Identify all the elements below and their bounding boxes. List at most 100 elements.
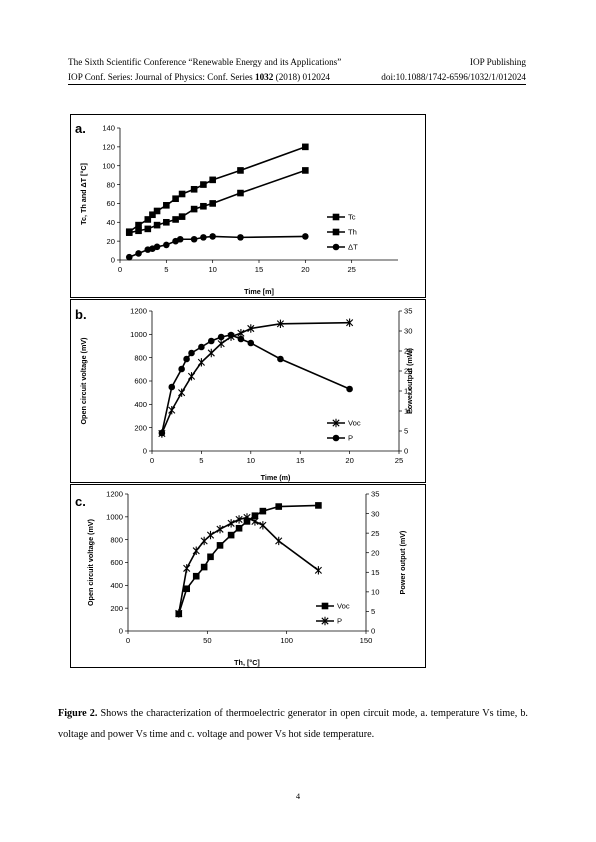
legend-marker [321,616,329,626]
header-rule [68,84,526,85]
data-point [247,339,255,347]
data-point [178,213,186,220]
y-tick-label: 60 [107,199,115,208]
data-point [163,218,170,226]
y2-tick-label: 20 [404,367,412,376]
data-point [302,143,309,151]
panel-a-frame: a. 0 20 40 60 80 100 120 140 0 5 10 15 20 25 Time [m] Tc… [70,114,426,298]
data-point [153,207,161,215]
data-point [243,513,251,522]
y-tick-label: 400 [110,581,123,590]
data-point [135,250,142,257]
data-point [277,355,284,363]
data-point [190,205,198,213]
y2-tick-label: 10 [371,588,379,597]
data-point [178,365,185,373]
temperature-chart: a. 0 20 40 60 80 100 120 140 0 5 10 15 20 25 Time [m] Tc… [75,121,398,296]
data-point [237,234,244,241]
y2-axis-title: Power output (mW) [405,347,414,413]
legend-marker [332,434,340,442]
x-tick-label: 5 [164,265,168,274]
data-point [259,507,267,515]
x-tick-label: 0 [126,636,130,645]
data-point [163,241,170,249]
conference-title: The Sixth Scientific Conference “Renewab… [68,57,342,67]
y-tick-label: 20 [107,237,115,246]
x-tick-label: 25 [347,265,355,274]
series-line [161,321,350,434]
data-point [200,202,207,210]
y2-axis-title: Power output (mV) [398,530,407,594]
data-point [207,348,215,358]
series-suffix: (2018) 012024 [273,72,331,82]
panel-label: a. [75,121,86,136]
x-tick-label: 10 [208,265,216,274]
data-point [168,383,176,391]
data-point [235,524,243,532]
data-point [153,243,161,251]
data-point [190,185,198,193]
data-point [135,227,142,235]
x-tick-label: 20 [345,456,353,465]
data-point [209,200,216,207]
x-tick-label: 5 [199,456,203,465]
legend-marker [332,213,340,221]
data-point [251,512,259,519]
data-point [175,609,183,618]
data-point [207,553,214,561]
panel-label: c. [75,494,86,509]
x-tick-label: 20 [301,265,309,274]
x-axis-title: Time [m] [244,287,274,296]
y2-tick-label: 0 [404,447,408,456]
x-tick-label: 150 [360,636,373,645]
data-point [275,536,283,546]
data-point [227,331,235,339]
data-point [237,189,244,197]
y2-tick-label: 5 [371,607,375,616]
y2-tick-label: 30 [404,327,412,336]
x-tick-label: 50 [203,636,211,645]
data-point [314,566,322,575]
data-point [192,546,200,555]
data-point [216,525,224,534]
y-tick-label: 40 [107,218,115,227]
series-citation: IOP Conf. Series: Journal of Physics: Co… [68,72,330,82]
data-point [209,233,216,240]
data-point [183,564,191,573]
data-point [144,216,152,223]
y-axis-title: Tc, Th and ΔT [°C] [79,163,88,225]
page-number: 4 [295,791,301,801]
series-prefix: IOP Conf. Series: Journal of Physics: Co… [68,72,255,82]
data-point [198,343,205,351]
x-tick-label: 15 [296,456,304,465]
y-tick-label: 140 [102,124,115,133]
y-tick-label: 200 [110,604,123,613]
x-tick-label: 10 [247,456,255,465]
legend-marker [332,243,340,251]
data-point [315,502,322,509]
y-axis-title: Open circuit voltage (mV) [79,337,88,425]
x-axis-title: Th, [°C] [234,658,260,667]
series-line [128,146,306,233]
legend-marker [332,418,340,428]
y-tick-label: 0 [143,447,147,456]
data-point [178,190,186,198]
panel-b-frame: b. 0 200 400 600 800 1000 1200 0 5 10 15 20 25 0 5 10 15 2… [70,299,426,483]
y-tick-label: 100 [102,161,115,170]
y-tick-label: 0 [111,256,115,265]
data-point [275,503,283,510]
y2-tick-label: 25 [404,347,412,356]
data-point [216,542,224,549]
data-point [217,339,225,348]
data-point [144,225,152,233]
y2-tick-label: 30 [371,509,379,518]
data-point [163,202,170,209]
y-tick-label: 0 [119,627,123,636]
legend-label: P [348,434,353,443]
data-point [187,372,196,381]
legend-label: Voc [348,419,361,428]
data-point [251,517,259,526]
data-point [247,324,255,333]
